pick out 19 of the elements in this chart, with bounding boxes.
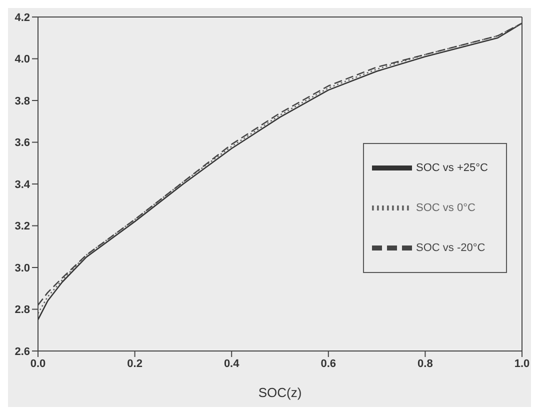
y-tick-label: 4.0 [14, 54, 30, 66]
legend-label: SOC vs -20°C [416, 242, 486, 254]
y-tick-label: 3.2 [14, 220, 30, 233]
x-tick-label: 1.0 [514, 358, 530, 370]
x-tick-label: 0.8 [418, 358, 433, 370]
y-tick-label: 3.6 [14, 137, 30, 150]
x-tick-label: 0.6 [320, 358, 336, 370]
x-tick-label: 0.2 [127, 358, 142, 370]
x-tick-label: 0.0 [30, 358, 46, 370]
y-tick-label: 4.2 [14, 12, 30, 24]
y-tick-label: 3.4 [14, 178, 31, 191]
y-tick-label: 3.0 [14, 262, 30, 274]
y-tick-label: 3.8 [14, 95, 30, 108]
x-tick-label: 0.4 [224, 358, 240, 370]
y-tick-label: 2.6 [14, 346, 30, 358]
legend-label: SOC vs 0°C [416, 202, 476, 214]
x-axis-title: SOC(z) [258, 385, 302, 400]
y-tick-label: 2.8 [14, 304, 30, 316]
legend-label: SOC vs +25°C [416, 162, 488, 174]
